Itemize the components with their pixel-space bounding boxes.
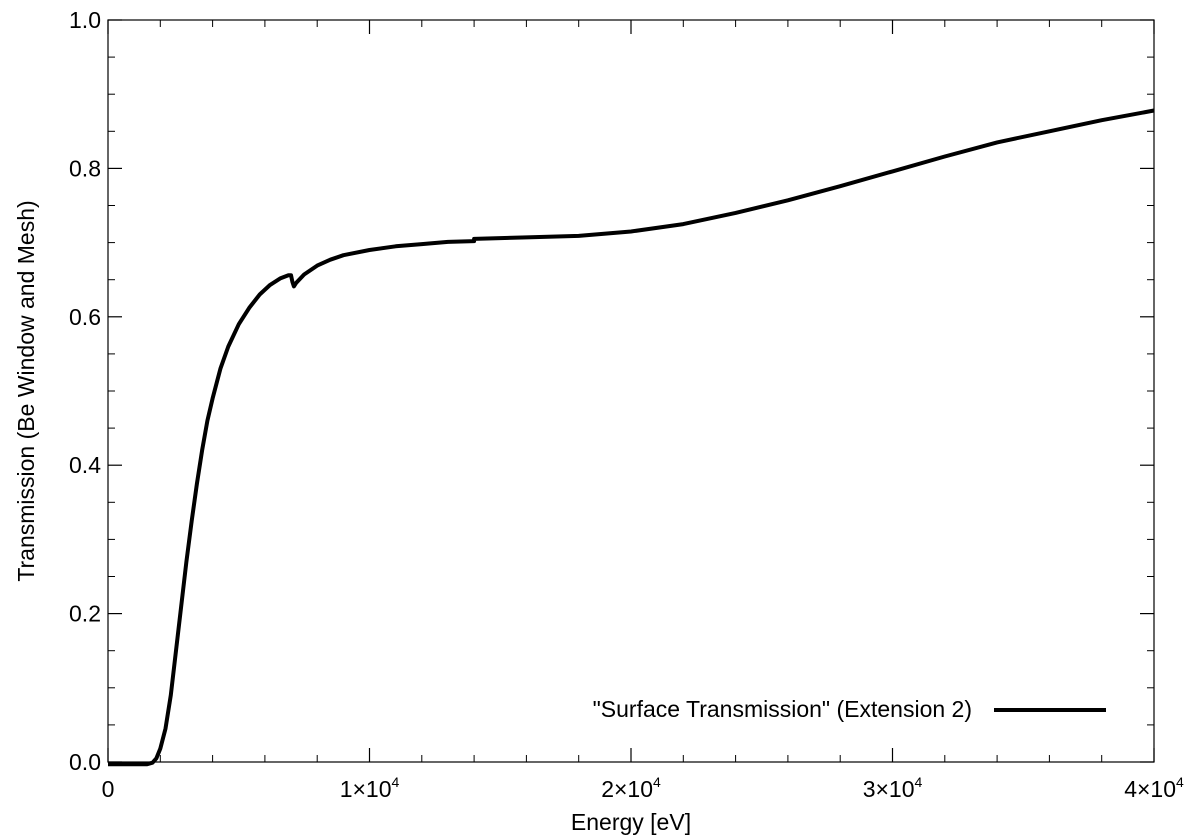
y-tick-label: 0.4 [69,452,101,478]
y-axis-tick-labels: 0.0 0.2 0.4 0.6 0.8 1.0 [69,7,101,775]
y-tick-label: 0.8 [69,155,101,181]
y-axis-ticks [108,19,1154,763]
x-tick-label: 2×104 [601,774,661,802]
x-tick-label: 3×104 [863,774,923,802]
y-tick-label: 0.0 [69,749,101,775]
y-tick-label: 0.2 [69,601,101,627]
legend: "Surface Transmission" (Extension 2) [593,696,1106,722]
series-group [108,108,1155,767]
x-axis-ticks [107,20,1155,762]
plot-frame [107,19,1155,763]
y-tick-label: 1.0 [69,7,101,33]
y-tick-label: 0.6 [69,304,101,330]
x-tick-label: 4×104 [1124,774,1184,802]
x-axis-title: Energy [eV] [571,809,691,835]
y-axis-title: Transmission (Be Window and Mesh) [13,200,39,581]
legend-label: "Surface Transmission" (Extension 2) [593,696,972,722]
x-tick-label: 1×104 [340,774,400,802]
x-axis-tick-labels: 0 1×104 2×104 3×104 4×104 [102,774,1184,802]
x-tick-label: 0 [102,776,115,802]
series-line-surface-transmission [108,108,1155,767]
